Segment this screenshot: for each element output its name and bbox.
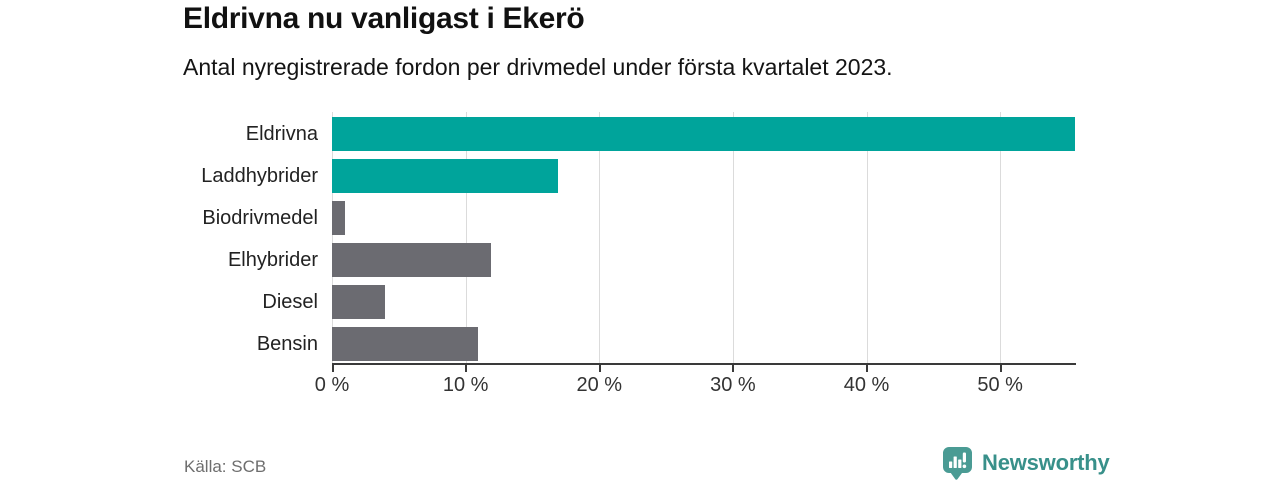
x-tick-label: 0 % [314, 374, 350, 396]
x-axis-tick [999, 365, 1002, 372]
bar-eldrivna [332, 117, 1075, 151]
grid-line [1000, 112, 1002, 363]
x-tick-label: 10 % [442, 374, 489, 396]
bar-biodrivmedel [332, 201, 346, 235]
x-axis-tick [465, 365, 468, 372]
category-label-bensin: Bensin [256, 333, 318, 355]
x-tick-label: 40 % [843, 374, 890, 396]
chart-plot-area [331, 112, 1076, 372]
bar-diesel [332, 285, 386, 319]
x-axis-tick [866, 365, 869, 372]
x-tick-label: 20 % [576, 374, 623, 396]
bar-bensin [332, 327, 478, 361]
category-label-elhybrider: Elhybrider [227, 249, 318, 271]
grid-line [866, 112, 868, 363]
grid-line [332, 112, 333, 363]
x-tick-label: 50 % [977, 374, 1023, 396]
category-label-biodrivmedel: Biodrivmedel [202, 207, 318, 229]
page-subtitle: Antal nyregistrerade fordon per drivmede… [183, 54, 893, 80]
x-axis-line [332, 363, 1076, 365]
grid-line [465, 112, 467, 363]
x-axis-tick [598, 365, 601, 372]
bar-laddhybrider [332, 159, 558, 193]
grid-line [732, 112, 734, 363]
newsworthy-logo: Newsworthy [942, 446, 1110, 480]
x-tick-label: 30 % [710, 374, 756, 396]
x-axis-tick [732, 365, 735, 372]
category-label-laddhybrider: Laddhybrider [201, 165, 318, 187]
grid-line [599, 112, 601, 363]
newsworthy-logo-text: Newsworthy [982, 450, 1110, 475]
x-axis-tick [331, 365, 334, 372]
bar-elhybrider [332, 243, 492, 277]
category-label-diesel: Diesel [262, 291, 318, 313]
page-title: Eldrivna nu vanligast i Ekerö [183, 2, 585, 35]
newsworthy-bubble-barchart-icon [942, 446, 973, 480]
source-note: Källa: SCB [184, 457, 267, 476]
category-label-eldrivna: Eldrivna [245, 123, 318, 145]
